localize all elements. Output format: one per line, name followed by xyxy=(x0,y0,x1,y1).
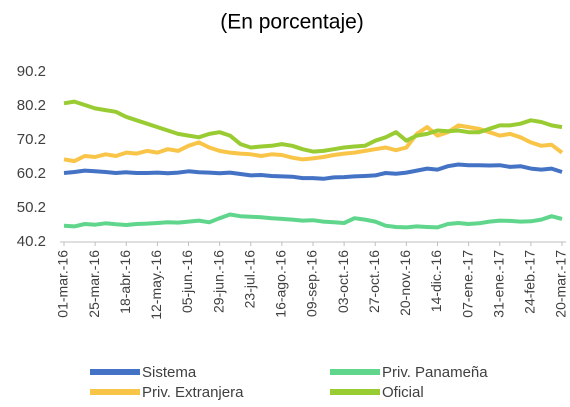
y-tick-label: 80.2 xyxy=(17,97,46,114)
series-line xyxy=(63,123,564,164)
y-tick-label: 90.2 xyxy=(17,63,46,80)
legend-label: Sistema xyxy=(142,364,197,381)
x-tick-label: 29-jun.-16 xyxy=(210,250,226,313)
series-line xyxy=(63,212,563,230)
y-tick-label: 50.2 xyxy=(17,199,46,216)
x-tick-label: 25-mar.-16 xyxy=(86,250,102,318)
y-tick-label: 40.2 xyxy=(17,233,46,250)
series-line xyxy=(63,99,563,154)
x-tick-label: 23-jul.-16 xyxy=(241,250,257,309)
legend-label: Priv. Extranjera xyxy=(142,384,244,401)
x-tick-label: 14-dic.-16 xyxy=(428,250,444,312)
y-tick-label: 70.2 xyxy=(17,131,46,148)
x-tick-label: 20-mar.-17 xyxy=(553,250,569,318)
x-tick-label: 09-sep.-16 xyxy=(304,250,320,317)
x-tick-label: 31-ene.-17 xyxy=(490,250,506,318)
x-tick-label: 07-ene.-17 xyxy=(459,250,475,318)
x-tick-label: 24-feb.-17 xyxy=(522,250,538,314)
x-tick-label: 27-oct.-16 xyxy=(366,250,382,313)
y-tick-label: 60.2 xyxy=(17,165,46,182)
x-tick-label: 03-oct.-16 xyxy=(335,250,351,313)
legend-label: Oficial xyxy=(382,384,424,401)
series-line xyxy=(63,162,563,181)
x-tick-label: 18-abr.-16 xyxy=(117,250,133,314)
chart-title: (En porcentaje) xyxy=(220,11,364,34)
x-tick-label: 20-nov.-16 xyxy=(397,250,413,316)
x-tick-label: 12-may.-16 xyxy=(148,250,164,320)
x-tick-label: 16-ago.-16 xyxy=(273,250,289,318)
x-tick-label: 01-mar.-16 xyxy=(55,250,71,318)
legend-label: Priv. Panameña xyxy=(382,364,488,381)
x-tick-label: 05-jun.-16 xyxy=(179,250,195,313)
